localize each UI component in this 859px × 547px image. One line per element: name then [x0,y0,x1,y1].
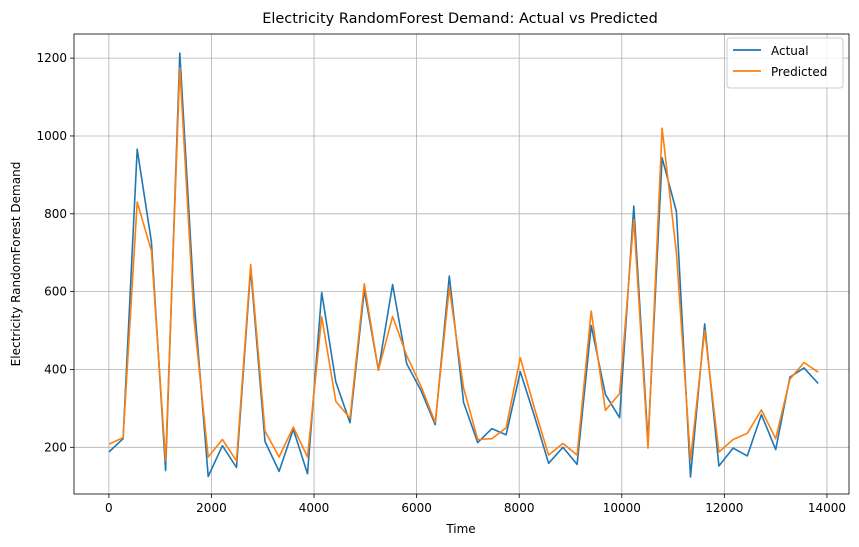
legend-label-actual: Actual [771,44,809,58]
x-axis: 0 2000 4000 6000 8000 10000 12000 14000 [105,494,846,515]
x-tick-label: 2000 [196,501,227,515]
series-layer [108,52,819,478]
legend: Actual Predicted [726,37,844,89]
plot-frame [73,33,850,495]
y-tick-label: 1200 [36,51,67,65]
chart-title: Electricity RandomForest Demand: Actual … [262,11,658,27]
y-axis-label: Electricity RandomForest Demand [9,162,23,367]
y-tick-label: 200 [44,440,67,454]
x-tick-label: 4000 [299,501,330,515]
x-tick-label: 14000 [808,501,846,515]
y-tick-label: 400 [44,362,67,376]
x-tick-label: 8000 [504,501,535,515]
x-tick-label: 6000 [401,501,432,515]
y-tick-label: 800 [44,207,67,221]
x-tick-label: 0 [105,501,113,515]
y-tick-label: 1000 [36,129,67,143]
x-tick-label: 12000 [705,501,743,515]
x-tick-label: 10000 [603,501,641,515]
series-line-predicted [108,67,819,462]
y-tick-label: 600 [44,285,67,299]
y-axis: 200 400 600 800 1000 1200 [36,51,74,454]
legend-label-predicted: Predicted [771,65,827,79]
x-axis-label: Time [445,522,475,536]
